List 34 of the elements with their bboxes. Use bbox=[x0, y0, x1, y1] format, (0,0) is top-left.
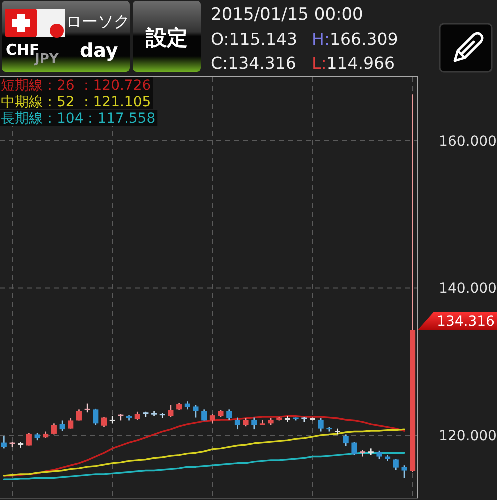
header-text: ローソク bbox=[66, 12, 130, 31]
candlestick bbox=[234, 417, 240, 430]
y-tick-label: 140.000 bbox=[439, 281, 497, 298]
candlestick bbox=[343, 434, 349, 448]
candlestick bbox=[368, 448, 374, 456]
y-tick-label: 120.000 bbox=[439, 428, 497, 444]
candlestick bbox=[193, 404, 199, 418]
header-text: 設定 bbox=[146, 26, 188, 50]
candlestick bbox=[26, 432, 32, 446]
candlestick bbox=[60, 420, 66, 432]
price-tag: 134.316 bbox=[418, 312, 497, 330]
candlestick bbox=[1, 436, 7, 450]
legend: 短期線：26 ：120.726 中期線：52 ：121.105 長期線：104：117.558 bbox=[0, 77, 158, 127]
candlestick bbox=[318, 418, 324, 432]
header-text: H:166.309 bbox=[312, 30, 398, 49]
candlestick bbox=[93, 408, 99, 426]
y-tick-label: 160.000 bbox=[439, 134, 497, 150]
header-text: day bbox=[80, 40, 118, 62]
candlestick bbox=[168, 404, 174, 418]
candlestick bbox=[102, 416, 107, 428]
candlestick bbox=[210, 413, 216, 424]
candlestick bbox=[402, 464, 408, 479]
header-text: 2015/01/15 00:00 bbox=[211, 5, 364, 25]
candlestick bbox=[393, 458, 399, 471]
candlestick bbox=[51, 423, 57, 436]
candlestick bbox=[352, 441, 358, 456]
header-text: L:114.966 bbox=[312, 54, 395, 73]
candlestick bbox=[360, 450, 366, 458]
candlestick bbox=[226, 409, 232, 421]
header-text: C:134.316 bbox=[211, 54, 296, 73]
header-text: O:115.143 bbox=[211, 30, 298, 49]
candlestick bbox=[68, 418, 74, 430]
header-text: JPY bbox=[35, 52, 59, 67]
candlestick bbox=[252, 417, 258, 430]
